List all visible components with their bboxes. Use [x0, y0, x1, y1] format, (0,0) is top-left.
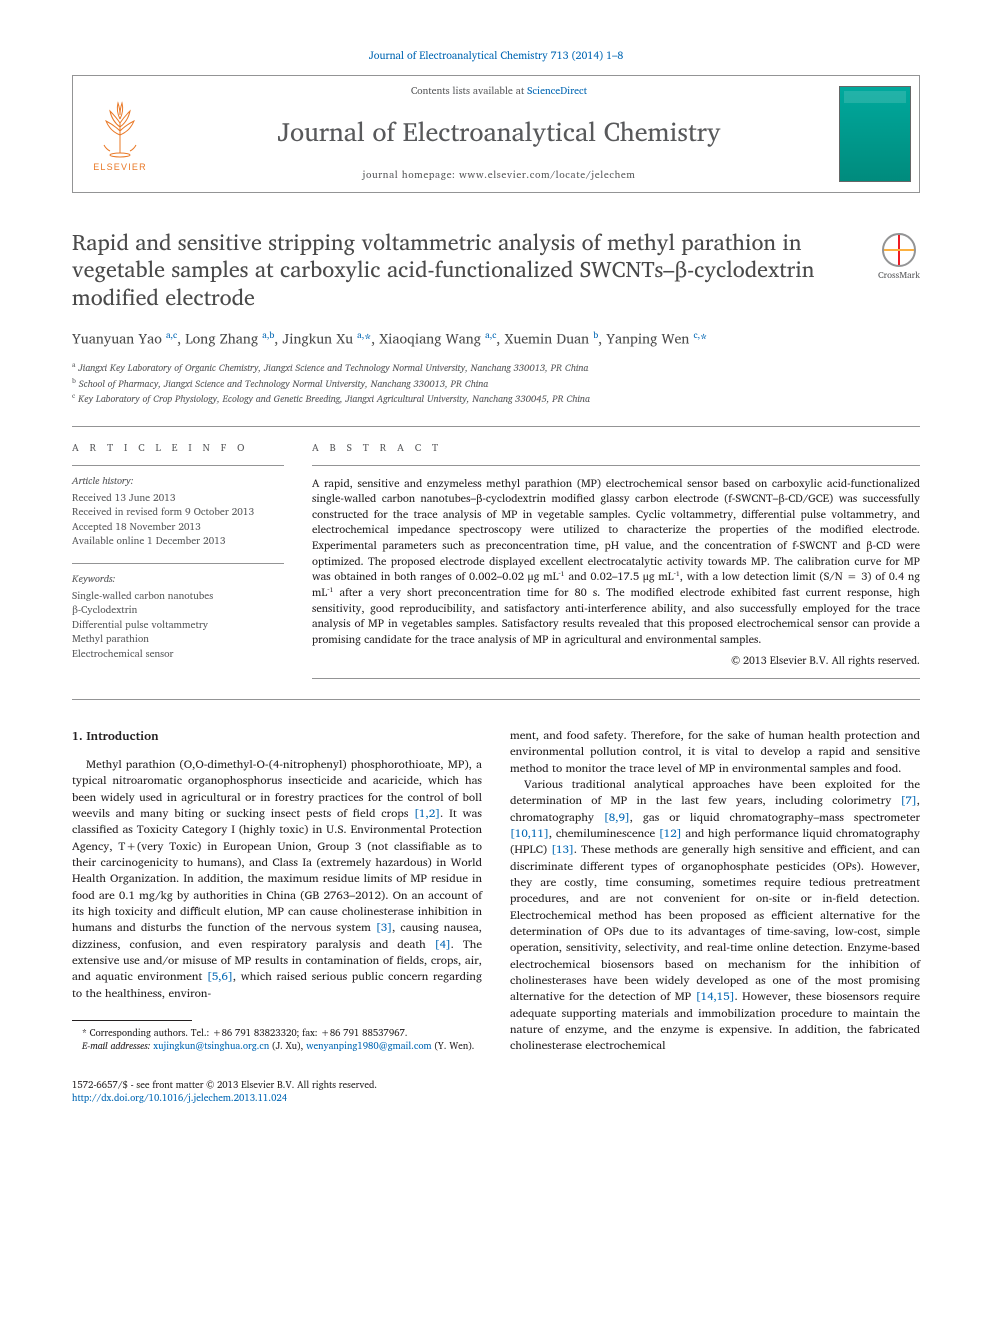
- keywords: Keywords: Single-walled carbon nanotubes…: [72, 563, 284, 662]
- contents-available: Contents lists available at ScienceDirec…: [167, 84, 831, 98]
- cover-image: [839, 86, 911, 182]
- elsevier-label: ELSEVIER: [93, 161, 147, 174]
- crossmark-badge[interactable]: CrossMark: [878, 233, 920, 282]
- divider: [312, 465, 920, 466]
- affiliation-item: a Jiangxi Key Laboratory of Organic Chem…: [72, 361, 920, 376]
- doi-link[interactable]: http://dx.doi.org/10.1016/j.jelechem.201…: [72, 1091, 287, 1106]
- crossmark-icon: [882, 233, 916, 267]
- body-paragraph: Various traditional analytical approache…: [510, 777, 920, 1055]
- front-matter-line: 1572-6657/$ - see front matter © 2013 El…: [72, 1079, 920, 1092]
- corresponding-footnote: * Corresponding authors. Tel.: +86 791 8…: [72, 1027, 482, 1040]
- email-link[interactable]: xujingkun@tsinghua.org.cn: [153, 1039, 269, 1054]
- affiliation-item: b School of Pharmacy, Jiangxi Science an…: [72, 377, 920, 392]
- article-info-label: A R T I C L E I N F O: [72, 441, 284, 455]
- abstract-text: A rapid, sensitive and enzymeless methyl…: [312, 476, 920, 648]
- article-title: Rapid and sensitive stripping voltammetr…: [72, 229, 862, 312]
- journal-homepage: journal homepage: www.elsevier.com/locat…: [167, 168, 831, 182]
- email-footnote: E-mail addresses: xujingkun@tsinghua.org…: [72, 1040, 482, 1053]
- homepage-url[interactable]: www.elsevier.com/locate/jelechem: [459, 167, 636, 183]
- journal-cover-thumb[interactable]: [831, 76, 919, 192]
- section-heading: 1. Introduction: [72, 728, 482, 745]
- body-paragraph: ment, and food safety. Therefore, for th…: [510, 728, 920, 777]
- divider: [72, 426, 920, 427]
- citation-line: Journal of Electroanalytical Chemistry 7…: [72, 48, 920, 63]
- affiliations: a Jiangxi Key Laboratory of Organic Chem…: [72, 361, 920, 407]
- footnote-separator: [72, 1020, 192, 1021]
- abstract-label: A B S T R A C T: [312, 441, 920, 455]
- elsevier-tree-icon: [92, 93, 148, 159]
- sciencedirect-link[interactable]: ScienceDirect: [527, 83, 587, 99]
- email-link[interactable]: wenyanping1980@gmail.com: [306, 1039, 432, 1054]
- page-footer: 1572-6657/$ - see front matter © 2013 El…: [72, 1079, 920, 1106]
- journal-header: ELSEVIER Contents lists available at Sci…: [72, 75, 920, 193]
- divider: [72, 699, 920, 700]
- crossmark-label: CrossMark: [878, 269, 920, 282]
- divider: [312, 678, 920, 679]
- article-history: Article history: Received 13 June 2013 R…: [72, 465, 284, 549]
- author-list: Yuanyuan Yao a,c, Long Zhang a,b, Jingku…: [72, 329, 920, 349]
- affiliation-item: c Key Laboratory of Crop Physiology, Eco…: [72, 392, 920, 407]
- elsevier-logo[interactable]: ELSEVIER: [73, 76, 167, 192]
- journal-name: Journal of Electroanalytical Chemistry: [167, 114, 831, 150]
- abstract-copyright: © 2013 Elsevier B.V. All rights reserved…: [312, 653, 920, 668]
- body-paragraph: Methyl parathion (O,O-dimethyl-O-(4-nitr…: [72, 757, 482, 1002]
